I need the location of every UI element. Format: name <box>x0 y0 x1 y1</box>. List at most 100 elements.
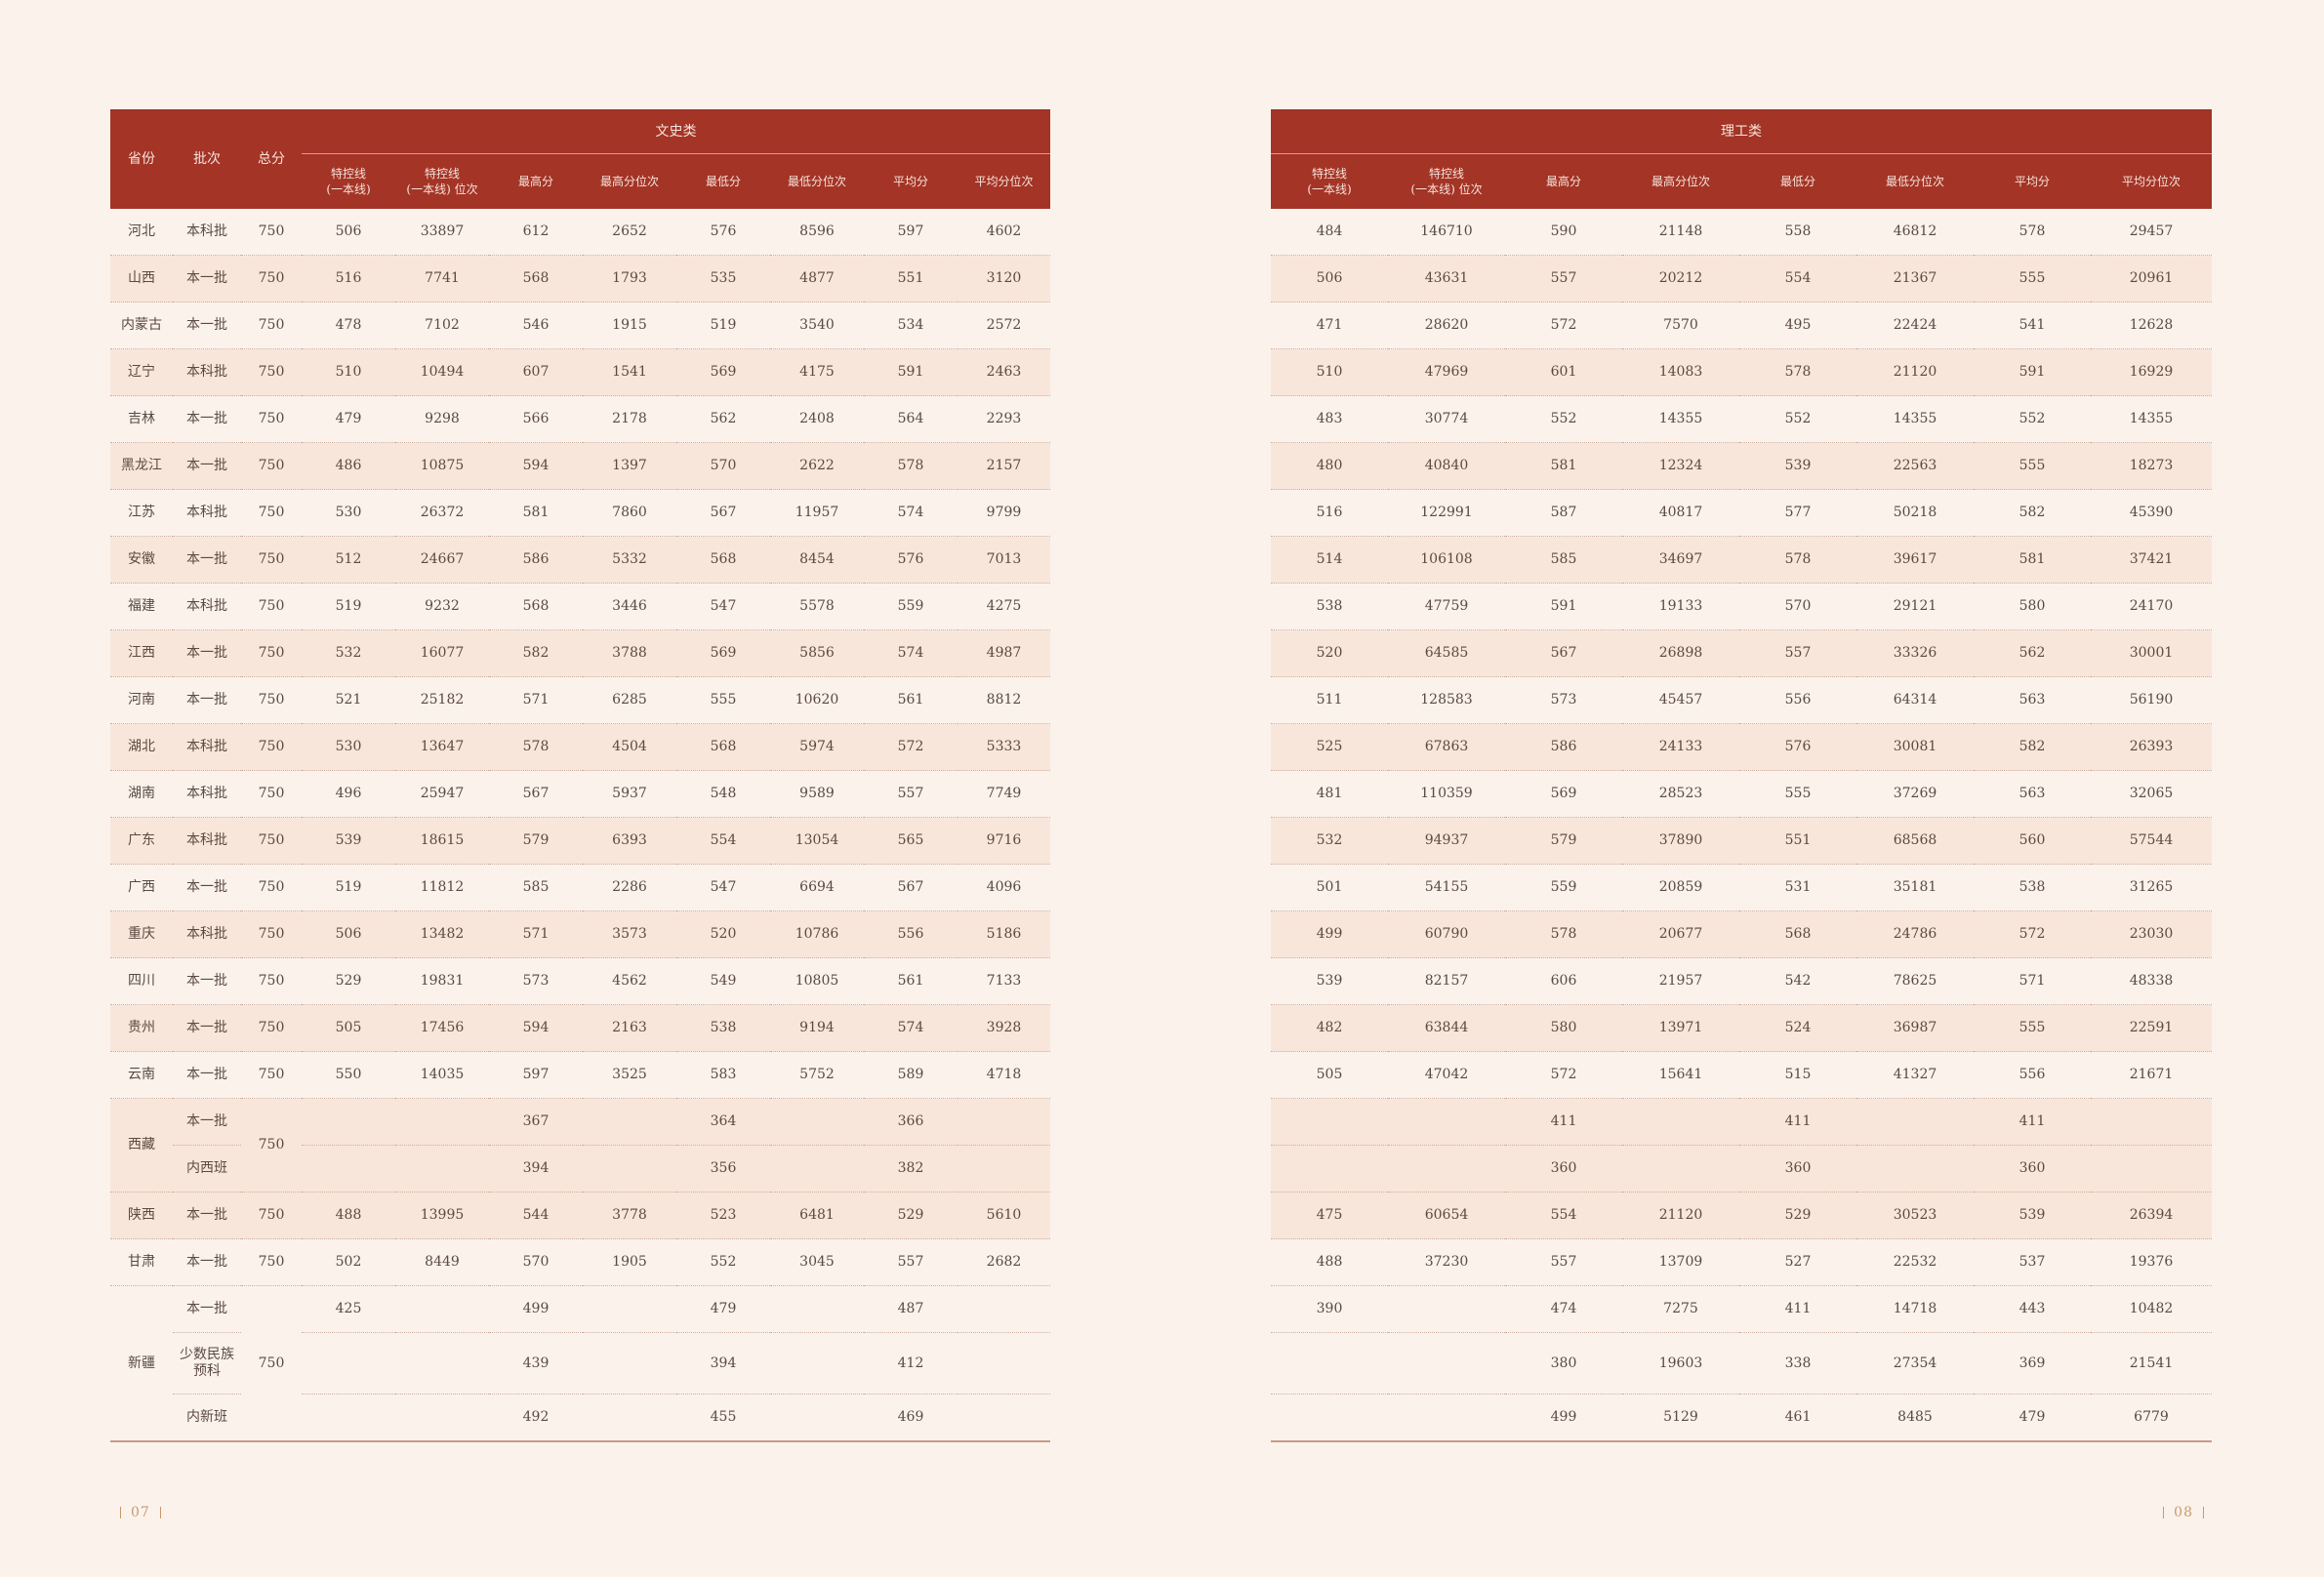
total-score-cell: 750 <box>241 255 302 303</box>
science-cell: 37230 <box>1388 1238 1505 1286</box>
table-row: 辽宁 本科批 750 510 10494 607 1541 569 4175 591 2463 <box>110 348 1050 396</box>
science-cell: 54155 <box>1388 864 1505 911</box>
batch-cell: 本一批 <box>173 536 241 584</box>
science-cell <box>1388 1394 1505 1442</box>
batch-cell: 本科批 <box>173 817 241 865</box>
liberal-arts-cell: 574 <box>864 489 958 537</box>
science-cell: 515 <box>1739 1051 1856 1099</box>
science-cell: 360 <box>1974 1145 2091 1193</box>
science-cell: 567 <box>1505 629 1622 677</box>
liberal-arts-cell: 576 <box>676 209 770 256</box>
liberal-arts-cell <box>395 1332 489 1395</box>
liberal-arts-cell: 547 <box>676 583 770 630</box>
liberal-arts-cell: 566 <box>489 395 583 443</box>
liberal-arts-cell <box>770 1285 864 1333</box>
liberal-arts-cell <box>302 1145 395 1193</box>
liberal-arts-cell: 570 <box>489 1238 583 1286</box>
liberal-arts-cell <box>958 1285 1050 1333</box>
science-cell: 524 <box>1739 1004 1856 1052</box>
science-cell: 94937 <box>1388 817 1505 865</box>
liberal-arts-cell: 2622 <box>770 442 864 490</box>
science-cell: 527 <box>1739 1238 1856 1286</box>
header-science: 理工类 <box>1271 109 2212 154</box>
liberal-arts-cell: 5578 <box>770 583 864 630</box>
science-cell: 529 <box>1739 1192 1856 1239</box>
science-cell: 555 <box>1974 1004 2091 1052</box>
science-cell: 360 <box>1739 1145 1856 1193</box>
liberal-arts-cell: 565 <box>864 817 958 865</box>
province-cell: 江西 <box>110 629 173 677</box>
science-cell: 551 <box>1739 817 1856 865</box>
science-cell: 369 <box>1974 1332 2091 1395</box>
science-cell: 20212 <box>1622 255 1739 303</box>
liberal-arts-cell: 556 <box>864 910 958 958</box>
science-cell: 542 <box>1739 957 1856 1005</box>
liberal-arts-cell: 594 <box>489 1004 583 1052</box>
liberal-arts-cell: 3446 <box>583 583 676 630</box>
science-cell: 10482 <box>2091 1285 2212 1333</box>
liberal-arts-cell: 578 <box>864 442 958 490</box>
liberal-arts-cell: 3778 <box>583 1192 676 1239</box>
science-cell: 22563 <box>1856 442 1974 490</box>
liberal-arts-cell: 6393 <box>583 817 676 865</box>
science-cell: 21120 <box>1856 348 1974 396</box>
liberal-arts-cell: 2286 <box>583 864 676 911</box>
liberal-arts-cell: 4175 <box>770 348 864 396</box>
batch-cell: 本一批 <box>173 1004 241 1052</box>
science-cell: 591 <box>1974 348 2091 396</box>
table-row: 新疆 本一批 750 425 499 479 487 <box>110 1285 1050 1442</box>
liberal-arts-cell: 2463 <box>958 348 1050 396</box>
science-cell: 576 <box>1739 723 1856 771</box>
science-cell: 28620 <box>1388 302 1505 349</box>
science-cell: 40817 <box>1622 489 1739 537</box>
province-cell: 湖南 <box>110 770 173 818</box>
liberal-arts-cell: 366 <box>864 1098 958 1146</box>
liberal-arts-cell: 591 <box>864 348 958 396</box>
science-cell: 19603 <box>1622 1332 1739 1395</box>
liberal-arts-cell: 567 <box>489 770 583 818</box>
liberal-arts-cell: 492 <box>489 1394 583 1442</box>
science-cell: 538 <box>1974 864 2091 911</box>
table-row: 501 54155 559 20859 531 35181 538 31265 <box>1271 864 2212 911</box>
science-cell: 6779 <box>2091 1394 2212 1442</box>
liberal-arts-cell: 582 <box>489 629 583 677</box>
liberal-arts-cell: 4602 <box>958 209 1050 256</box>
liberal-arts-cell: 7102 <box>395 302 489 349</box>
province-cell: 广东 <box>110 817 173 865</box>
liberal-arts-cell: 6285 <box>583 676 676 724</box>
liberal-arts-cell: 14035 <box>395 1051 489 1099</box>
subheader: 最高分 <box>1505 153 1622 209</box>
subheader: 最低分位次 <box>770 153 864 209</box>
province-cell: 湖北 <box>110 723 173 771</box>
liberal-arts-cell: 551 <box>864 255 958 303</box>
science-cell: 580 <box>1505 1004 1622 1052</box>
science-cell: 499 <box>1505 1394 1622 1442</box>
total-score-cell: 750 <box>241 536 302 584</box>
header-province: 省份 <box>110 109 173 209</box>
liberal-arts-cell: 486 <box>302 442 395 490</box>
liberal-arts-cell: 502 <box>302 1238 395 1286</box>
science-cell: 578 <box>1739 536 1856 584</box>
liberal-arts-cell: 523 <box>676 1192 770 1239</box>
liberal-arts-cell: 9799 <box>958 489 1050 537</box>
liberal-arts-cell <box>958 1332 1050 1395</box>
liberal-arts-cell: 567 <box>676 489 770 537</box>
subheader: 最高分位次 <box>1622 153 1739 209</box>
liberal-arts-cell <box>770 1145 864 1193</box>
science-cell: 14718 <box>1856 1285 1974 1333</box>
table-row: 陕西 本一批 750 488 13995 544 3778 523 6481 529 5610 <box>110 1192 1050 1239</box>
batch-cell: 本一批 <box>173 1192 241 1239</box>
science-cell: 7570 <box>1622 302 1739 349</box>
liberal-arts-cell <box>770 1394 864 1442</box>
liberal-arts-cell: 583 <box>676 1051 770 1099</box>
liberal-arts-cell: 512 <box>302 536 395 584</box>
science-cell: 19376 <box>2091 1238 2212 1286</box>
liberal-arts-cell: 5332 <box>583 536 676 584</box>
science-cell: 41327 <box>1856 1051 1974 1099</box>
science-cell: 578 <box>1739 348 1856 396</box>
table-row: 重庆 本科批 750 506 13482 571 3573 520 10786 556 5186 <box>110 910 1050 958</box>
liberal-arts-cell: 5610 <box>958 1192 1050 1239</box>
science-cell: 31265 <box>2091 864 2212 911</box>
liberal-arts-cell: 535 <box>676 255 770 303</box>
science-cell: 591 <box>1505 583 1622 630</box>
